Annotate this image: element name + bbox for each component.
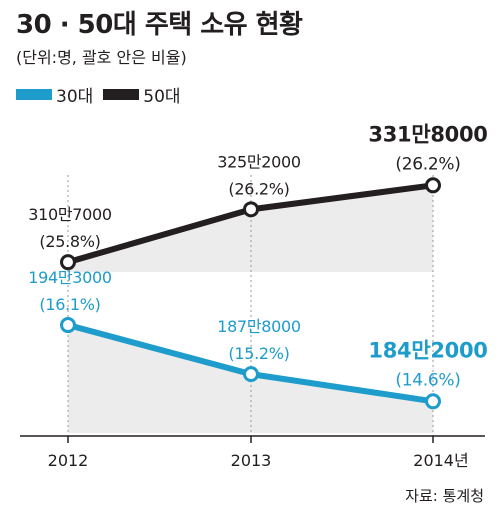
data-label-30s-0: 194만3000 <box>28 268 112 287</box>
data-point-30s-2 <box>425 393 441 410</box>
data-label-30s-2: 184만2000 <box>368 338 487 362</box>
legend-label-50s: 50대 <box>143 87 181 107</box>
chart-subtitle: (단위:명, 괄호 안은 비율) <box>16 48 187 67</box>
legend: 30대 50대 <box>16 82 191 107</box>
area-fill-50s <box>68 185 433 272</box>
source-note: 자료: 통계청 <box>405 487 484 505</box>
data-point-50s-1 <box>243 201 259 218</box>
data-label-50s-2: 331만8000 <box>368 122 487 146</box>
data-ratio-30s-1: (15.2%) <box>228 344 289 363</box>
data-ratio-30s-2: (14.6%) <box>395 370 460 390</box>
legend-item-30s: 30대 <box>16 82 93 107</box>
x-tick-label-0: 2012 <box>48 451 89 470</box>
x-tick-label-1: 2013 <box>231 451 272 470</box>
data-point-30s-0 <box>60 317 76 334</box>
data-point-50s-0 <box>60 254 76 271</box>
legend-swatch-50s <box>103 89 140 100</box>
data-ratio-30s-0: (16.1%) <box>39 295 100 314</box>
chart-title: 30 · 50대 주택 소유 현황 <box>16 10 303 40</box>
data-ratio-50s-2: (26.2%) <box>395 154 460 174</box>
data-label-30s-1: 187만8000 <box>217 317 301 336</box>
data-label-50s-1: 325만2000 <box>217 152 301 171</box>
x-tick-label-2: 2014년 <box>413 451 468 470</box>
data-ratio-50s-0: (25.8%) <box>39 232 100 251</box>
legend-item-50s: 50대 <box>103 82 181 107</box>
data-ratio-50s-1: (26.2%) <box>228 179 289 198</box>
data-label-50s-0: 310만7000 <box>28 205 112 224</box>
data-point-50s-2 <box>425 177 441 194</box>
data-point-30s-1 <box>243 366 259 383</box>
legend-label-30s: 30대 <box>56 87 94 107</box>
legend-swatch-30s <box>16 89 52 100</box>
